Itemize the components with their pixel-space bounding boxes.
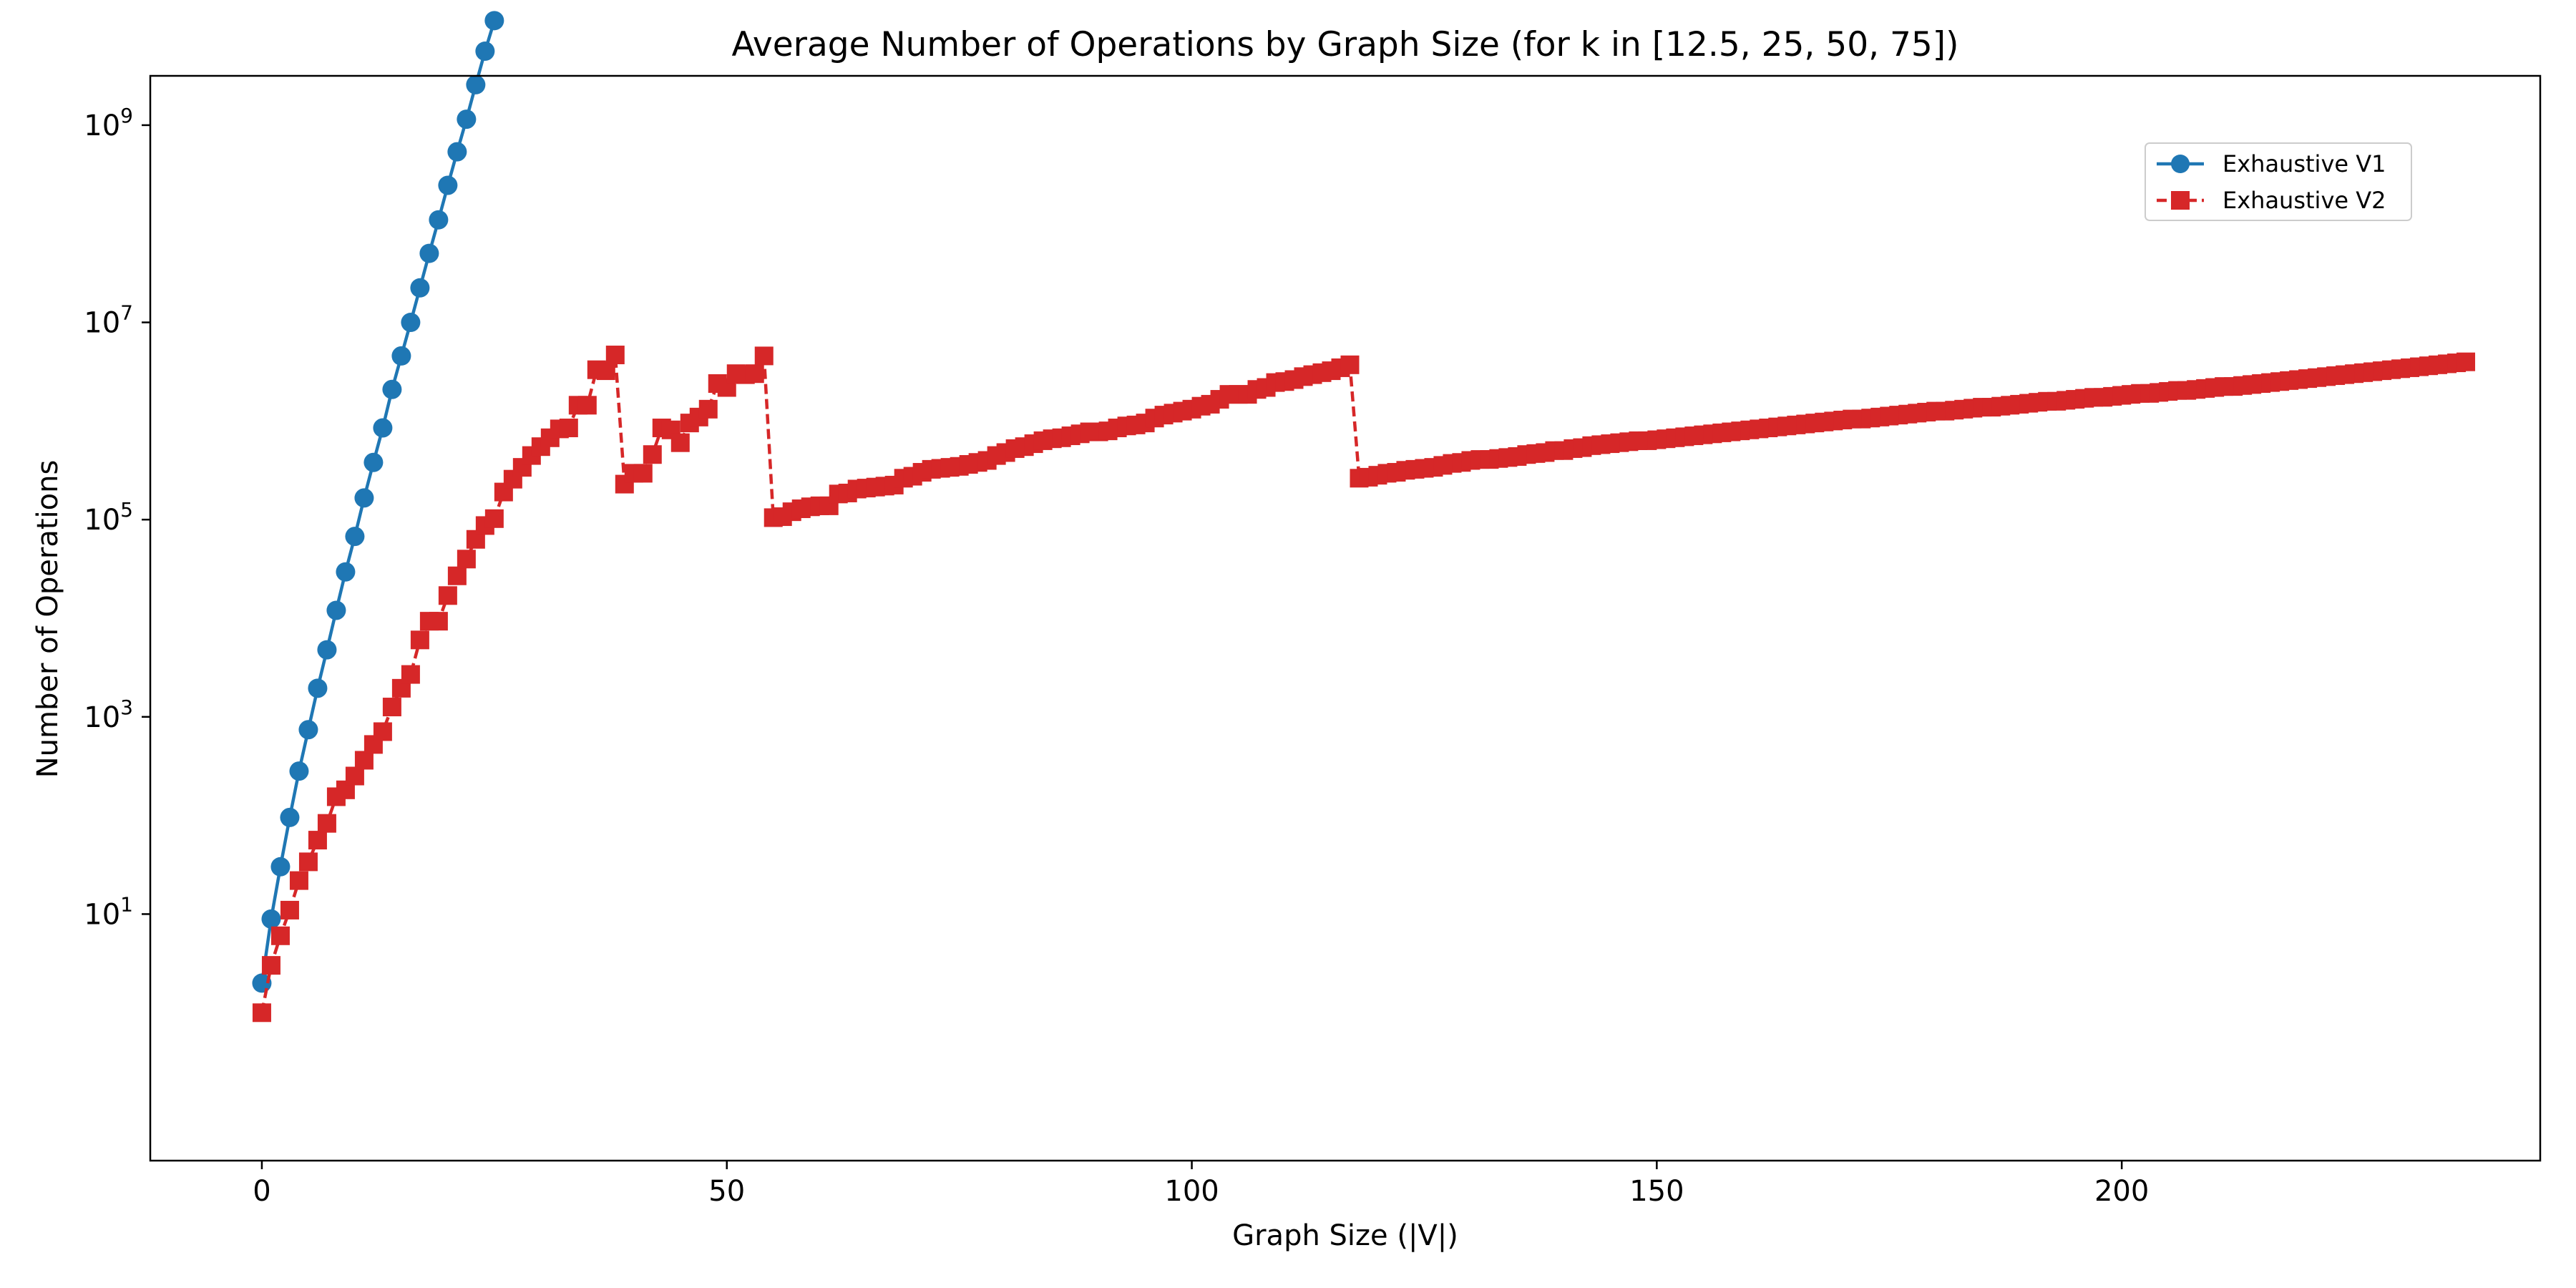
data-point-exhaustive-v2: [698, 399, 718, 419]
data-point-exhaustive-v2: [308, 831, 327, 850]
data-point-exhaustive-v1: [410, 278, 430, 298]
data-point-exhaustive-v2: [633, 464, 653, 483]
x-axis-label: Graph Size (|V|): [1232, 1219, 1458, 1252]
data-point-exhaustive-v2: [261, 956, 280, 975]
data-point-exhaustive-v2: [289, 871, 308, 890]
data-point-exhaustive-v1: [270, 857, 291, 877]
x-tick-label: 50: [708, 1175, 745, 1208]
data-point-exhaustive-v2: [1340, 355, 1360, 374]
data-point-exhaustive-v2: [745, 364, 764, 384]
data-point-exhaustive-v2: [345, 766, 364, 786]
data-point-exhaustive-v2: [280, 900, 299, 919]
legend-marker-exhaustive-v2: [2171, 191, 2190, 210]
data-point-exhaustive-v2: [438, 586, 457, 605]
data-point-exhaustive-v2: [410, 630, 429, 650]
axis-ticks: 0 50 100 150 200 101 103 105 107 109: [84, 104, 2149, 1208]
data-point-exhaustive-v2: [317, 814, 336, 833]
data-point-exhaustive-v1: [466, 74, 486, 94]
data-point-exhaustive-v1: [419, 243, 439, 263]
data-point-exhaustive-v1: [382, 379, 402, 399]
data-point-exhaustive-v2: [401, 665, 420, 684]
x-tick-label: 150: [1629, 1175, 1684, 1208]
y-tick-label: 105: [84, 498, 133, 537]
data-point-exhaustive-v2: [270, 926, 290, 945]
data-point-exhaustive-v1: [429, 210, 449, 230]
data-point-exhaustive-v2: [447, 566, 467, 585]
y-tick-label: 107: [84, 301, 133, 340]
data-point-exhaustive-v1: [252, 973, 272, 993]
data-point-exhaustive-v1: [354, 488, 374, 508]
legend-box: [2145, 142, 2412, 221]
plot-frame: [149, 74, 2542, 1162]
data-point-exhaustive-v2: [643, 445, 662, 464]
legend-marker-exhaustive-v1: [2171, 155, 2190, 173]
data-point-exhaustive-v2: [252, 1003, 271, 1023]
data-point-exhaustive-v1: [345, 527, 365, 547]
data-point-exhaustive-v2: [596, 361, 615, 381]
data-point-exhaustive-v2: [754, 346, 774, 366]
data-point-exhaustive-v1: [401, 313, 421, 333]
data-point-exhaustive-v1: [298, 720, 318, 740]
data-point-exhaustive-v2: [577, 396, 597, 415]
data-point-exhaustive-v2: [373, 722, 392, 741]
data-point-exhaustive-v1: [447, 142, 467, 162]
data-point-exhaustive-v1: [391, 346, 411, 366]
data-point-exhaustive-v2: [429, 612, 448, 631]
y-tick-label: 103: [84, 696, 133, 734]
data-point-exhaustive-v1: [484, 11, 504, 31]
plot-area: [252, 11, 2476, 1023]
legend-label-exhaustive-v2: Exhaustive V2: [2223, 187, 2386, 214]
data-point-exhaustive-v1: [364, 452, 384, 472]
y-tick-label: 109: [84, 104, 133, 142]
data-point-exhaustive-v2: [382, 698, 401, 717]
data-point-exhaustive-v1: [438, 175, 458, 195]
x-tick-label: 100: [1164, 1175, 1219, 1208]
data-point-exhaustive-v1: [280, 807, 300, 827]
data-point-exhaustive-v2: [457, 550, 476, 569]
data-point-exhaustive-v1: [261, 909, 281, 929]
data-point-exhaustive-v2: [298, 852, 318, 872]
y-tick-label: 101: [84, 892, 133, 931]
x-tick-label: 0: [253, 1175, 270, 1208]
data-point-exhaustive-v2: [354, 751, 374, 770]
data-point-exhaustive-v2: [605, 346, 625, 365]
chart-title: Average Number of Operations by Graph Si…: [732, 25, 1959, 64]
data-point-exhaustive-v2: [559, 419, 578, 438]
data-point-exhaustive-v1: [373, 418, 393, 438]
data-point-exhaustive-v1: [289, 761, 309, 781]
data-point-exhaustive-v1: [475, 42, 495, 62]
data-point-exhaustive-v1: [336, 562, 356, 582]
y-axis-label: Number of Operations: [31, 460, 64, 779]
data-point-exhaustive-v1: [308, 678, 328, 698]
data-point-exhaustive-v2: [670, 433, 690, 452]
data-point-exhaustive-v1: [326, 600, 346, 620]
legend-label-exhaustive-v1: Exhaustive V1: [2223, 150, 2386, 177]
x-tick-label: 200: [2094, 1175, 2149, 1208]
data-point-exhaustive-v2: [2457, 352, 2476, 371]
data-point-exhaustive-v1: [457, 109, 477, 130]
data-point-exhaustive-v2: [484, 509, 504, 528]
data-point-exhaustive-v1: [317, 640, 337, 660]
legend: Exhaustive V1 Exhaustive V2: [2145, 142, 2412, 221]
